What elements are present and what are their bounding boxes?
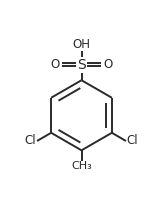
Text: Cl: Cl: [127, 134, 138, 147]
Text: Cl: Cl: [25, 134, 36, 147]
Text: O: O: [104, 58, 113, 71]
Text: S: S: [77, 58, 86, 72]
Text: OH: OH: [73, 38, 90, 51]
Text: O: O: [50, 58, 59, 71]
Text: CH₃: CH₃: [71, 161, 92, 171]
